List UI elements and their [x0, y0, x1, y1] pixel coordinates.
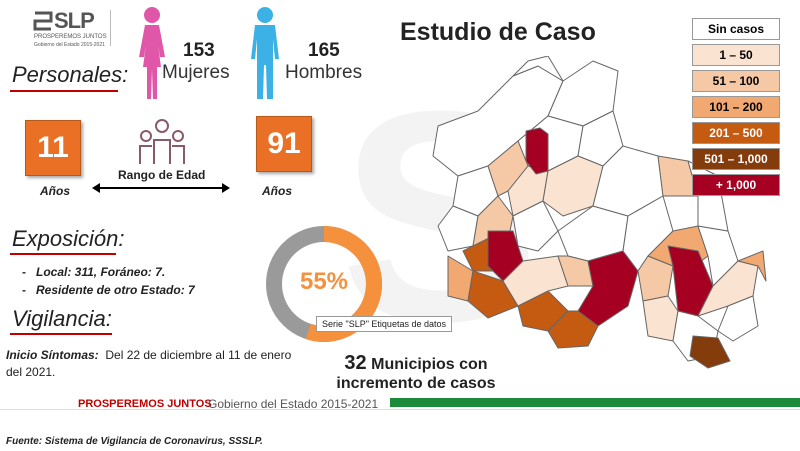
map-region-high — [525, 127, 549, 175]
age-max-box: 91 — [256, 116, 312, 172]
legend-item: 1 – 50 — [692, 44, 780, 66]
age-max-unit: Años — [262, 184, 292, 198]
municipios-text: 32 Municipios con incremento de casos — [328, 352, 504, 393]
personales-heading: Personales: — [12, 62, 129, 87]
exposicion-item-local: - Local: 311, Foráneo: 7. — [22, 265, 166, 279]
map-region — [557, 255, 594, 287]
hombres-label: Hombres — [285, 62, 363, 83]
donut-tooltip: Serie "SLP" Etiquetas de datos — [316, 316, 452, 332]
map-region — [637, 255, 674, 302]
footer-gov: Gobierno del Estado 2015-2021 — [208, 397, 379, 411]
logo-subtitle: Gobierno del Estado 2015-2021 — [34, 42, 105, 48]
female-figure-icon — [139, 7, 165, 99]
legend-item: + 1,000 — [692, 174, 780, 196]
percent-donut — [266, 226, 382, 342]
footer-brand: PROSPEREMOS JUNTOS — [78, 398, 212, 410]
legend-item: 201 – 500 — [692, 122, 780, 144]
people-group-icon — [139, 119, 185, 164]
map-region — [512, 56, 564, 82]
map-region — [547, 310, 599, 349]
map-region — [689, 335, 731, 369]
vigilancia-text-block: Inicio Síntomas: Del 22 de diciembre al … — [6, 347, 306, 381]
exposicion-residente-text: Residente de otro Estado: 7 — [36, 283, 195, 297]
logo-tagline: PROSPEREMOS JUNTOS — [34, 34, 107, 40]
personales-underline — [10, 90, 118, 92]
page-title: Estudio de Caso — [400, 18, 596, 46]
map-region — [467, 270, 519, 319]
slp-logo: SLP PROSPEREMOS JUNTOS Gobierno del Esta… — [32, 8, 107, 48]
age-range-label: Rango de Edad — [118, 168, 206, 182]
donut-percent-label: 55% — [299, 268, 349, 295]
legend-item: 101 – 200 — [692, 96, 780, 118]
legend-item: 51 – 100 — [692, 70, 780, 92]
vigilancia-heading: Vigilancia: — [12, 306, 112, 331]
map-region — [642, 295, 679, 342]
footer-green-bar — [390, 398, 800, 407]
map-region — [437, 205, 479, 252]
male-figure-icon — [251, 7, 279, 99]
logo-divider — [110, 10, 111, 46]
age-min-box: 11 — [25, 120, 81, 176]
logo-emblem-icon — [33, 11, 53, 31]
exposicion-heading: Exposición: — [12, 226, 125, 251]
footer-rule — [0, 409, 800, 410]
map-region — [717, 295, 759, 342]
legend-item: 501 – 1,000 — [692, 148, 780, 170]
inicio-sintomas-label: Inicio Síntomas: — [6, 348, 99, 362]
mujeres-count: 153 — [183, 40, 215, 61]
map-region — [737, 250, 767, 282]
logo-text: SLP — [54, 8, 95, 33]
map-region — [512, 200, 559, 252]
mujeres-label: Mujeres — [162, 62, 230, 83]
municipios-line2: incremento de casos — [336, 375, 496, 392]
inicio-sintomas-text: Del 22 de diciembre al 11 de enero del 2… — [6, 348, 292, 379]
donut-fill-arc — [266, 226, 382, 342]
legend-item: Sin casos — [692, 18, 780, 40]
municipios-count: 32 — [344, 352, 367, 374]
vigilancia-underline — [10, 333, 112, 335]
hombres-count: 165 — [308, 40, 340, 61]
municipios-line1: Municipios con — [371, 356, 488, 373]
exposicion-underline — [10, 253, 116, 255]
age-min-unit: Años — [40, 184, 70, 198]
source-note: Fuente: Sistema de Vigilancia de Coronav… — [6, 436, 263, 447]
slp-municipal-map — [432, 56, 767, 369]
age-range-arrow-icon — [92, 183, 230, 193]
exposicion-item-residente: - Residente de otro Estado: 7 — [22, 283, 195, 297]
exposicion-local-text: Local: 311, Foráneo: 7. — [36, 265, 166, 279]
